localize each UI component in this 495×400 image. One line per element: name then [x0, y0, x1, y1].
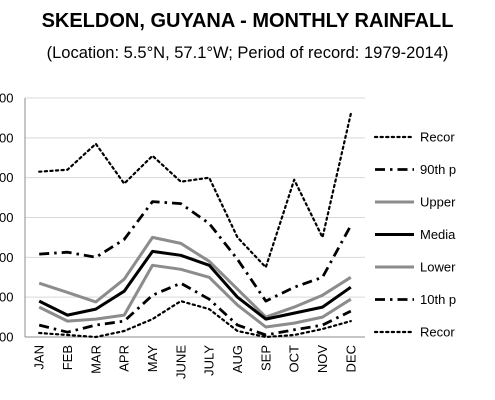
legend-label: 90th p — [420, 162, 456, 177]
series-line — [39, 200, 353, 303]
chart-subtitle: (Location: 5.5°N, 57.1°W; Period of reco… — [46, 44, 449, 62]
chart-title: SKELDON, GUYANA - MONTHLY RAINFALL — [41, 10, 454, 32]
legend-label: 10th p — [420, 292, 456, 307]
y-tick-label: 00 — [0, 130, 13, 145]
series-line — [38, 112, 352, 269]
legend-label: Lower — [420, 260, 456, 275]
series-line — [38, 249, 352, 321]
x-tick-label: FEB — [60, 345, 75, 370]
series-line — [38, 235, 352, 319]
legend-label: Recor — [420, 325, 455, 340]
y-tick-label: 00 — [0, 210, 13, 225]
x-tick-label: DEC — [343, 345, 358, 372]
legend-label: Recor — [420, 130, 455, 145]
y-tick-label: 00 — [0, 170, 13, 185]
series-line — [38, 263, 352, 329]
y-tick-label: 00 — [0, 290, 13, 305]
x-tick-label: SEP — [258, 345, 273, 371]
series-line — [38, 281, 352, 337]
x-tick-label: JULY — [202, 345, 217, 376]
x-tick-label: MAY — [145, 345, 160, 373]
x-tick-label: AUG — [230, 345, 245, 373]
legend-label: Media — [420, 227, 456, 242]
series-line — [38, 300, 352, 339]
y-tick-label: 00 — [0, 330, 13, 345]
legend-label: Upper — [420, 195, 456, 210]
x-tick-label: JUNE — [173, 345, 188, 379]
x-tick-label: NOV — [315, 345, 330, 374]
y-tick-label: 00 — [0, 91, 13, 106]
x-tick-label: JAN — [32, 345, 47, 370]
x-tick-label: OCT — [287, 345, 302, 373]
x-tick-label: APR — [117, 345, 132, 372]
x-tick-label: MAR — [88, 345, 103, 374]
y-tick-label: 00 — [0, 250, 13, 265]
